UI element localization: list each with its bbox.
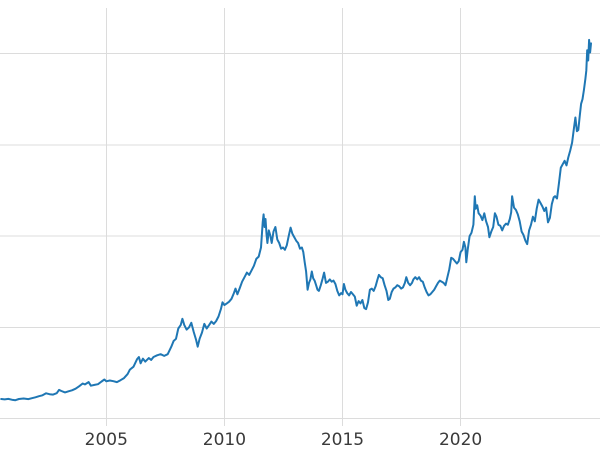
x-tick-label: 2005 — [85, 430, 128, 450]
x-tick-label: 2020 — [439, 430, 482, 450]
x-tick-label: 2010 — [203, 430, 246, 450]
x-tick-label: 2015 — [321, 430, 364, 450]
price-series-line — [0, 38, 592, 402]
